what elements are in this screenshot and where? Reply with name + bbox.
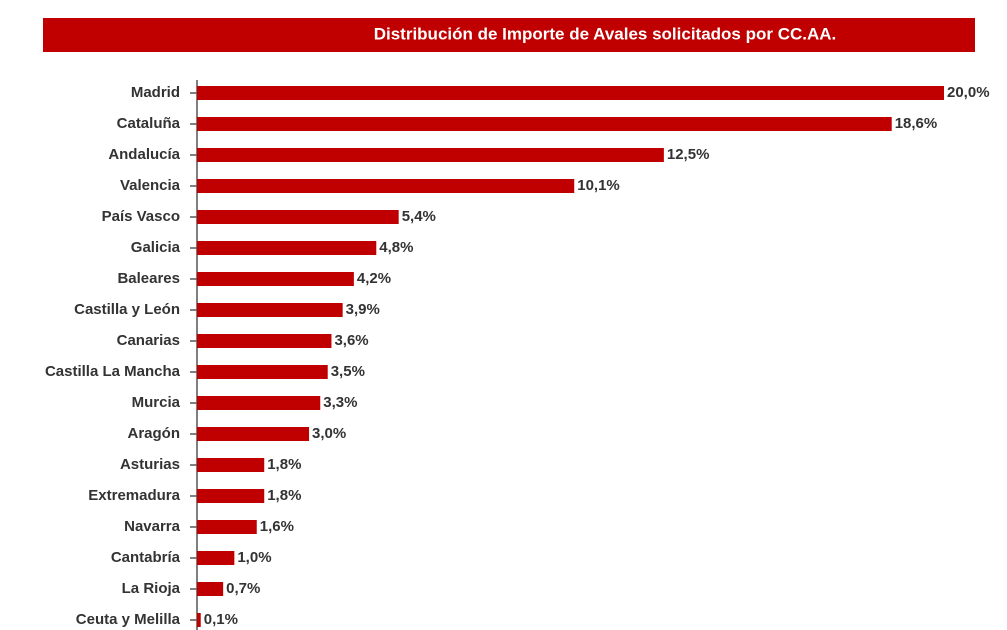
category-label: Andalucía <box>108 146 180 163</box>
value-label: 18,6% <box>895 115 938 132</box>
value-label: 10,1% <box>577 177 620 194</box>
value-label: 1,8% <box>267 487 301 504</box>
category-label: Asturias <box>120 456 180 473</box>
category-label: Aragón <box>128 425 181 442</box>
title-banner <box>43 18 975 52</box>
value-label: 5,4% <box>402 208 436 225</box>
bar <box>197 582 224 596</box>
value-label: 4,2% <box>357 270 391 287</box>
bar <box>197 148 664 162</box>
value-label: 3,0% <box>312 425 346 442</box>
value-label: 1,0% <box>237 549 271 566</box>
bar <box>197 365 328 379</box>
bar <box>197 520 257 534</box>
value-label: 0,1% <box>204 611 238 628</box>
category-label: País Vasco <box>102 208 180 225</box>
value-label: 20,0% <box>947 84 990 101</box>
value-label: 1,8% <box>267 456 301 473</box>
value-label: 0,7% <box>226 580 260 597</box>
bar <box>197 427 310 441</box>
category-label: Ceuta y Melilla <box>76 611 181 628</box>
bar <box>197 117 892 131</box>
bar <box>197 489 265 503</box>
bar <box>197 241 377 255</box>
category-label: La Rioja <box>122 580 181 597</box>
category-label: Murcia <box>132 394 181 411</box>
bar <box>197 210 399 224</box>
bar <box>197 86 944 100</box>
category-label: Castilla La Mancha <box>45 363 181 380</box>
category-label: Valencia <box>120 177 181 194</box>
value-label: 3,9% <box>346 301 380 318</box>
bar <box>197 613 201 627</box>
value-label: 3,3% <box>323 394 357 411</box>
category-label: Canarias <box>117 332 180 349</box>
bar <box>197 551 235 565</box>
category-label: Baleares <box>117 270 180 287</box>
value-label: 3,6% <box>334 332 368 349</box>
value-label: 3,5% <box>331 363 365 380</box>
category-label: Galicia <box>131 239 181 256</box>
category-label: Madrid <box>131 84 180 101</box>
bar <box>197 303 343 317</box>
value-label: 12,5% <box>667 146 710 163</box>
bar <box>197 179 575 193</box>
bar <box>197 396 321 410</box>
value-label: 4,8% <box>379 239 413 256</box>
category-label: Cantabría <box>111 549 181 566</box>
value-label: 1,6% <box>260 518 294 535</box>
category-label: Navarra <box>124 518 181 535</box>
category-label: Cataluña <box>117 115 181 132</box>
bar <box>197 458 265 472</box>
chart-title: Distribución de Importe de Avales solici… <box>374 24 837 43</box>
category-label: Extremadura <box>88 487 180 504</box>
category-label: Castilla y León <box>74 301 180 318</box>
bar <box>197 272 354 286</box>
bar <box>197 334 332 348</box>
